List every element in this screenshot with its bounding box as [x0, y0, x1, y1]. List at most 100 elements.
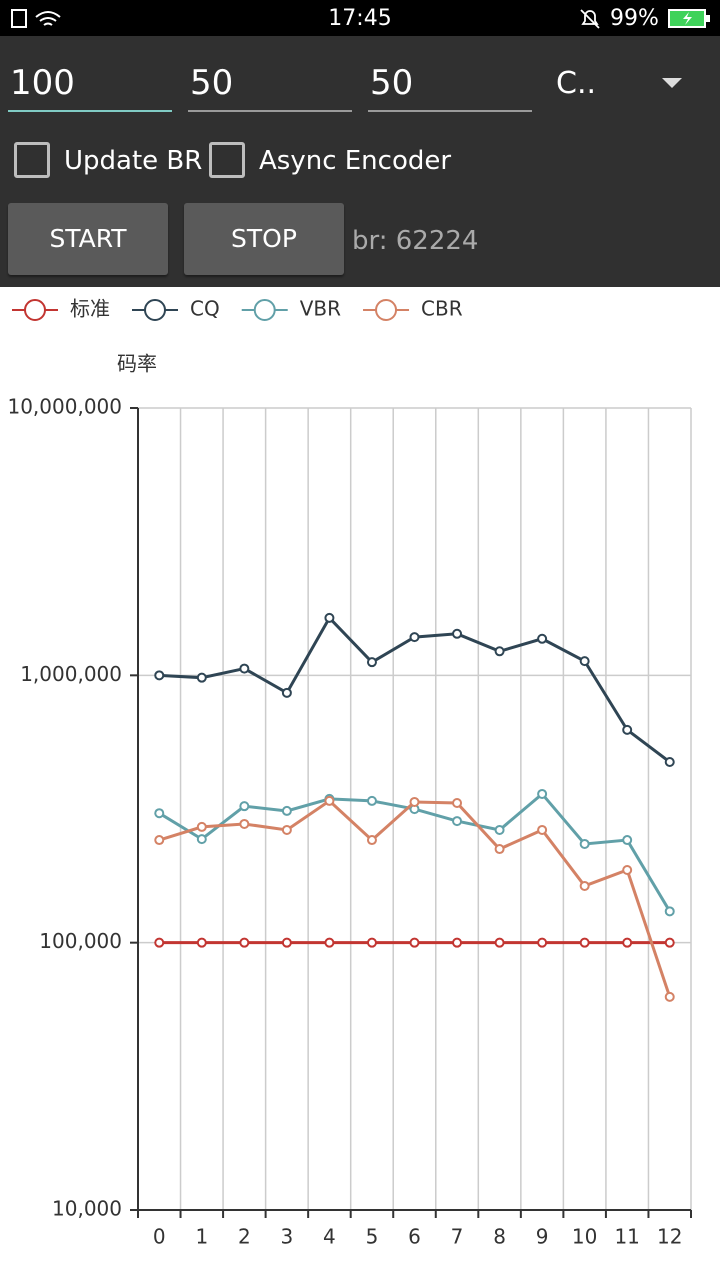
legend-label: CBR — [421, 297, 463, 321]
checkbox[interactable] — [14, 142, 50, 178]
spinner-arrow[interactable] — [660, 76, 684, 90]
clock: 17:45 — [328, 6, 392, 31]
data-point — [537, 788, 548, 799]
legend-marker — [253, 299, 276, 321]
series-line — [158, 799, 672, 998]
legend-label: VBR — [300, 297, 341, 321]
data-point — [537, 633, 548, 644]
data-point — [239, 663, 250, 674]
data-point — [196, 834, 207, 845]
x-tick-label: 10 — [572, 1225, 597, 1249]
data-point — [154, 937, 165, 948]
y-axis-label: 码率 — [117, 352, 157, 376]
y-tick-label: 1,000,000 — [20, 662, 122, 686]
data-point — [622, 835, 633, 846]
data-point — [537, 824, 548, 835]
data-point — [494, 844, 505, 855]
data-point — [324, 937, 335, 948]
data-point — [281, 937, 292, 948]
data-point — [366, 795, 377, 806]
data-point — [239, 818, 250, 829]
legend-label: 标准 — [70, 297, 110, 321]
data-point — [494, 824, 505, 835]
checkbox-label[interactable]: Async Encoder — [259, 146, 452, 176]
legend-item: CQ — [132, 297, 220, 321]
data-point — [281, 805, 292, 816]
data-point — [494, 646, 505, 657]
data-point — [622, 937, 633, 948]
data-point — [664, 757, 675, 768]
y-tick-label: 10,000,000 — [7, 395, 122, 419]
x-tick-label: 11 — [614, 1225, 639, 1249]
checkbox[interactable] — [209, 142, 245, 178]
x-tick-label: 7 — [451, 1225, 464, 1249]
data-point — [664, 906, 675, 917]
legend-marker — [144, 299, 166, 321]
data-point — [154, 808, 165, 819]
legend-label: CQ — [190, 297, 220, 321]
status-bar: 17:45 99% — [0, 0, 720, 36]
data-point — [154, 670, 165, 681]
x-tick-label: 3 — [281, 1225, 294, 1249]
battery-icon — [668, 9, 710, 28]
data-point — [664, 937, 675, 948]
data-point — [324, 795, 335, 806]
data-point — [579, 937, 590, 948]
text-input[interactable]: 50 — [188, 58, 352, 112]
x-tick-label: 6 — [408, 1225, 421, 1249]
start-button[interactable]: START — [8, 203, 168, 275]
x-tick-label: 8 — [493, 1225, 506, 1249]
data-point — [579, 880, 590, 891]
data-point — [409, 796, 420, 807]
y-tick-label: 10,000 — [52, 1197, 122, 1221]
status-icons — [11, 9, 61, 28]
x-tick-label: 5 — [366, 1225, 379, 1249]
data-point — [494, 937, 505, 948]
spinner[interactable]: C.. — [556, 66, 597, 101]
data-point — [196, 821, 207, 832]
x-tick-label: 9 — [536, 1225, 549, 1249]
legend-marker — [24, 299, 46, 321]
x-tick-label: 4 — [323, 1225, 336, 1249]
data-point — [622, 864, 633, 875]
data-point — [452, 816, 463, 827]
data-point — [239, 937, 250, 948]
legend-item: CBR — [363, 297, 463, 321]
data-point — [452, 628, 463, 639]
data-point — [366, 835, 377, 846]
mute-icon — [580, 9, 600, 29]
data-point — [537, 937, 548, 948]
data-point — [452, 937, 463, 948]
text-input[interactable]: 100 — [8, 58, 172, 112]
data-point — [196, 672, 207, 683]
data-point — [196, 937, 207, 948]
data-point — [622, 724, 633, 735]
x-tick-label: 1 — [195, 1225, 208, 1249]
data-point — [154, 835, 165, 846]
bitrate-text: br: 62224 — [352, 226, 479, 256]
data-point — [366, 937, 377, 948]
data-point — [366, 657, 377, 668]
data-point — [579, 656, 590, 667]
checkbox-label[interactable]: Update BR — [64, 146, 203, 176]
data-point — [409, 632, 420, 643]
legend-marker — [375, 299, 398, 321]
x-tick-label: 0 — [153, 1225, 166, 1249]
data-point — [664, 991, 675, 1002]
legend-item: VBR — [241, 297, 341, 321]
data-point — [409, 937, 420, 948]
text-input[interactable]: 50 — [368, 58, 532, 112]
y-tick-label: 100,000 — [39, 929, 122, 953]
data-point — [281, 824, 292, 835]
data-point — [281, 687, 292, 698]
x-tick-label: 12 — [657, 1225, 682, 1249]
data-point — [579, 838, 590, 849]
stop-button[interactable]: STOP — [184, 203, 344, 275]
data-point — [324, 612, 335, 623]
control-panel: 100 50 50 C.. Update BR Async Encoder ST… — [0, 36, 720, 287]
x-tick-label: 2 — [238, 1225, 251, 1249]
data-point — [452, 797, 463, 808]
battery-text: 99% — [610, 6, 659, 31]
